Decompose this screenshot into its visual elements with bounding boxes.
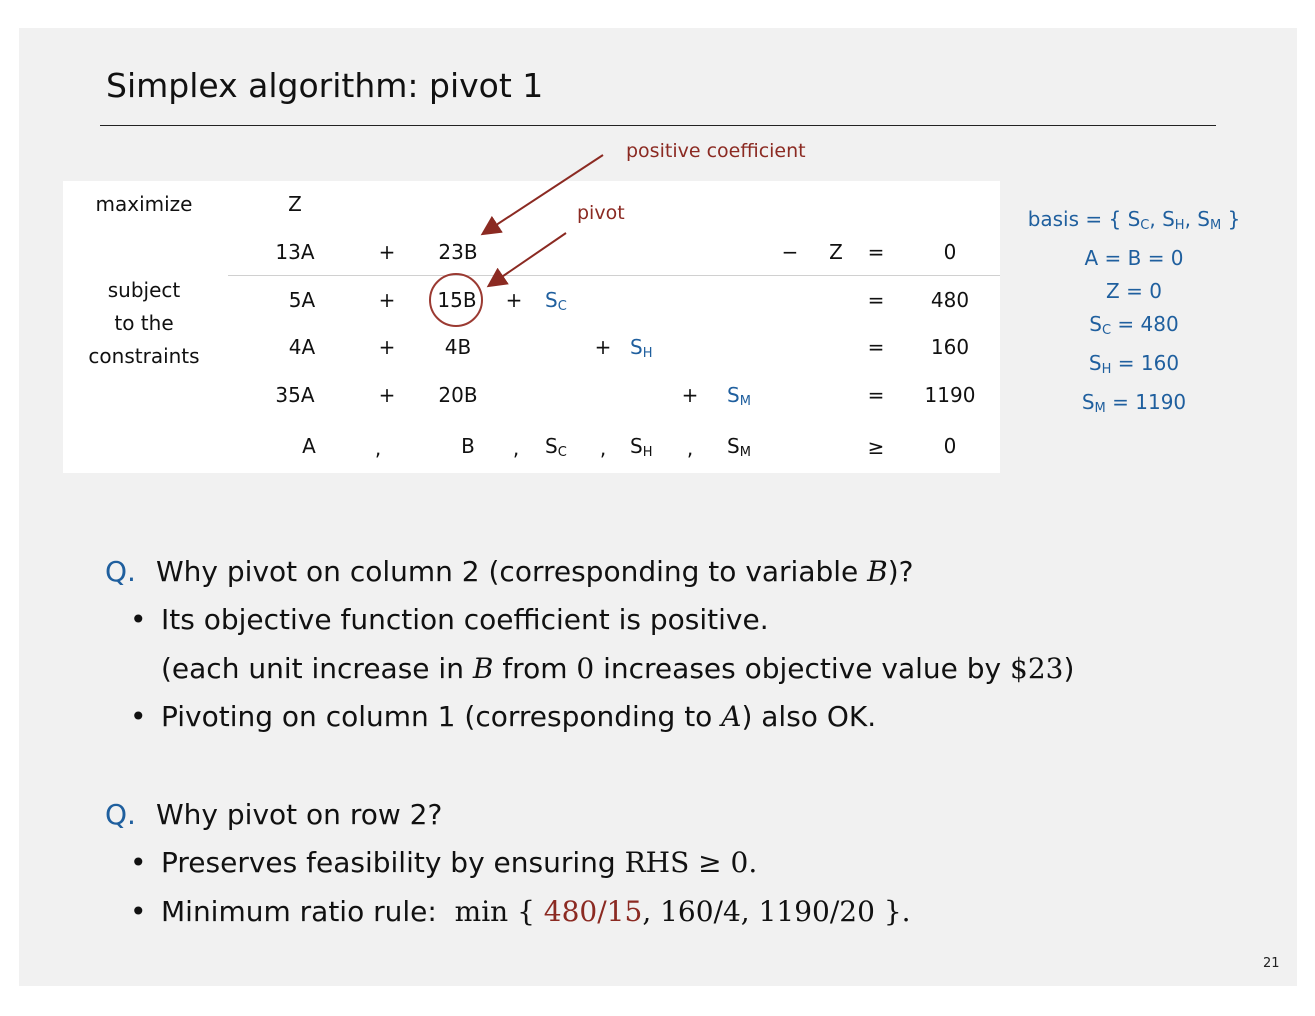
basis-sm-value: SM = 1190 [1081, 390, 1187, 416]
annotation-pivot: pivot [577, 202, 625, 224]
obj-coef-a: 13A [275, 240, 315, 264]
q2-question: Why pivot on row 2? [156, 798, 443, 831]
row1-eq: = [867, 288, 885, 312]
nonneg-sm: SM [727, 434, 751, 460]
obj-z: Z [829, 240, 843, 264]
annotation-positive-coefficient: positive coefficient [626, 140, 806, 162]
constraints-label-line1: subject [107, 278, 181, 302]
nonneg-geq: ≥ [867, 435, 885, 459]
title-divider [100, 125, 1216, 126]
q1-bullet-1-detail: (each unit increase in B from 0 increase… [161, 652, 1075, 685]
obj-minus: − [781, 240, 799, 264]
row2-rhs: 160 [930, 335, 970, 359]
row1-rhs: 480 [930, 288, 970, 312]
q2-bullet-2-dot: • [130, 895, 147, 928]
q2-bullet-2: Minimum ratio rule: min { 480/15, 160/4,… [161, 895, 911, 928]
nonneg-comma-1: , [374, 436, 382, 460]
q1-bullet-1: Its objective function coefficient is po… [161, 603, 769, 636]
arrow-pivot [486, 232, 567, 288]
obj-plus: + [378, 240, 396, 264]
row1-slack-sc: SC [545, 288, 567, 314]
basis-sh-value: SH = 160 [1088, 351, 1180, 377]
nonneg-sh: SH [630, 434, 653, 460]
obj-rhs: 0 [943, 240, 957, 264]
nonneg-rhs: 0 [943, 434, 957, 458]
lp-panel [63, 181, 1000, 473]
nonneg-b: B [461, 434, 475, 458]
slide-title: Simplex algorithm: pivot 1 [106, 66, 544, 105]
nonneg-sc: SC [545, 434, 567, 460]
nonneg-comma-3: , [599, 436, 607, 460]
basis-set: basis = { SC, SH, SM } [1027, 207, 1241, 233]
q1-question: Why pivot on column 2 (corresponding to … [156, 555, 914, 588]
obj-coef-b: 23B [438, 240, 478, 264]
row3-plus: + [378, 383, 396, 407]
row2-a: 4A [288, 335, 316, 359]
basis-ab: A = B = 0 [1084, 246, 1184, 270]
basis-sc-value: SC = 480 [1089, 312, 1179, 338]
q1-bullet-2-dot: • [130, 700, 147, 733]
objective-divider [228, 275, 1000, 276]
row3-b: 20B [438, 383, 478, 407]
row3-rhs: 1190 [924, 383, 976, 407]
basis-z: Z = 0 [1106, 279, 1162, 303]
row2-eq: = [867, 335, 885, 359]
nonneg-comma-4: , [686, 436, 694, 460]
row3-slack-sm: SM [727, 383, 751, 409]
row3-slack-plus: + [681, 383, 699, 407]
page-number: 21 [1263, 956, 1280, 971]
row1-a: 5A [288, 288, 316, 312]
row2-plus: + [378, 335, 396, 359]
row2-slack-sh: SH [630, 335, 653, 361]
nonneg-a: A [302, 434, 316, 458]
row3-eq: = [867, 383, 885, 407]
obj-eq: = [867, 240, 885, 264]
arrow-positive-coefficient [480, 154, 604, 236]
q2-bullet-1: Preserves feasibility by ensuring RHS ≥ … [161, 846, 758, 879]
nonneg-comma-2: , [512, 436, 520, 460]
row1-plus: + [378, 288, 396, 312]
q1-bullet-2: Pivoting on column 1 (corresponding to A… [161, 700, 877, 733]
row2-slack-plus: + [594, 335, 612, 359]
row1-slack-plus: + [505, 288, 523, 312]
constraints-label-line2: to the [114, 311, 174, 335]
row2-b: 4B [444, 335, 472, 359]
q2-mark: Q. [105, 798, 136, 831]
q1-mark: Q. [105, 555, 136, 588]
pivot-circle [429, 273, 483, 327]
q1-bullet-1-dot: • [130, 603, 147, 636]
maximize-label: maximize [95, 192, 193, 216]
constraints-label-line3: constraints [88, 344, 200, 368]
row3-a: 35A [275, 383, 315, 407]
q2-bullet-1-dot: • [130, 846, 147, 879]
objective-variable: Z [288, 192, 302, 216]
